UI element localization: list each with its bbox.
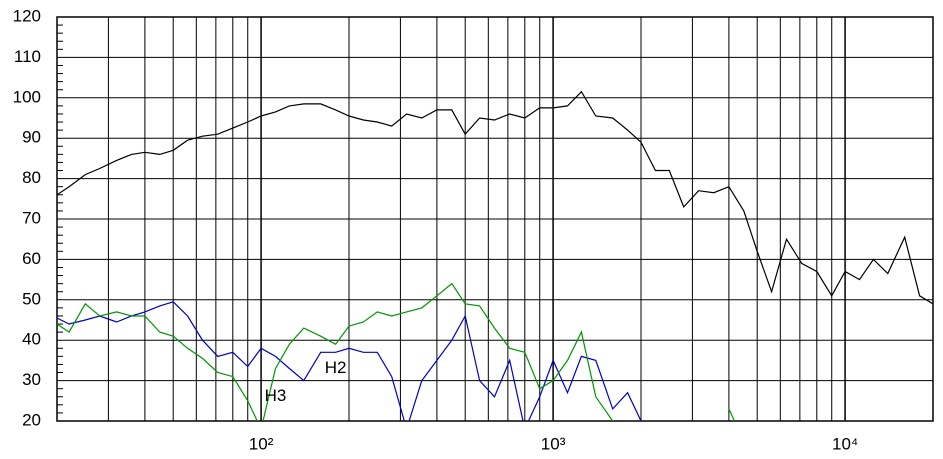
x-tick-label: 10² [249,434,274,453]
y-tick-label: 30 [22,370,41,389]
x-tick-label: 10³ [541,434,566,453]
y-tick-label: 70 [22,208,41,227]
series-line [57,282,736,421]
series-group [57,90,933,421]
y-tick-label: 80 [22,168,41,187]
y-tick-label: 20 [22,410,41,429]
y-tick-label: 120 [13,6,41,25]
y-tick-label: 50 [22,289,41,308]
y-tick-label: 100 [13,87,41,106]
annotation: H3 [265,386,287,405]
y-tick-label: 60 [22,249,41,268]
annotation: H2 [325,358,347,377]
y-tick-label: 110 [14,47,41,66]
y-tick-label: 40 [22,330,41,349]
plot-frame [56,16,934,422]
y-tick-label: 90 [22,128,41,147]
series-line [57,301,642,421]
x-tick-label: 10⁴ [832,434,858,453]
series-line [57,90,933,305]
